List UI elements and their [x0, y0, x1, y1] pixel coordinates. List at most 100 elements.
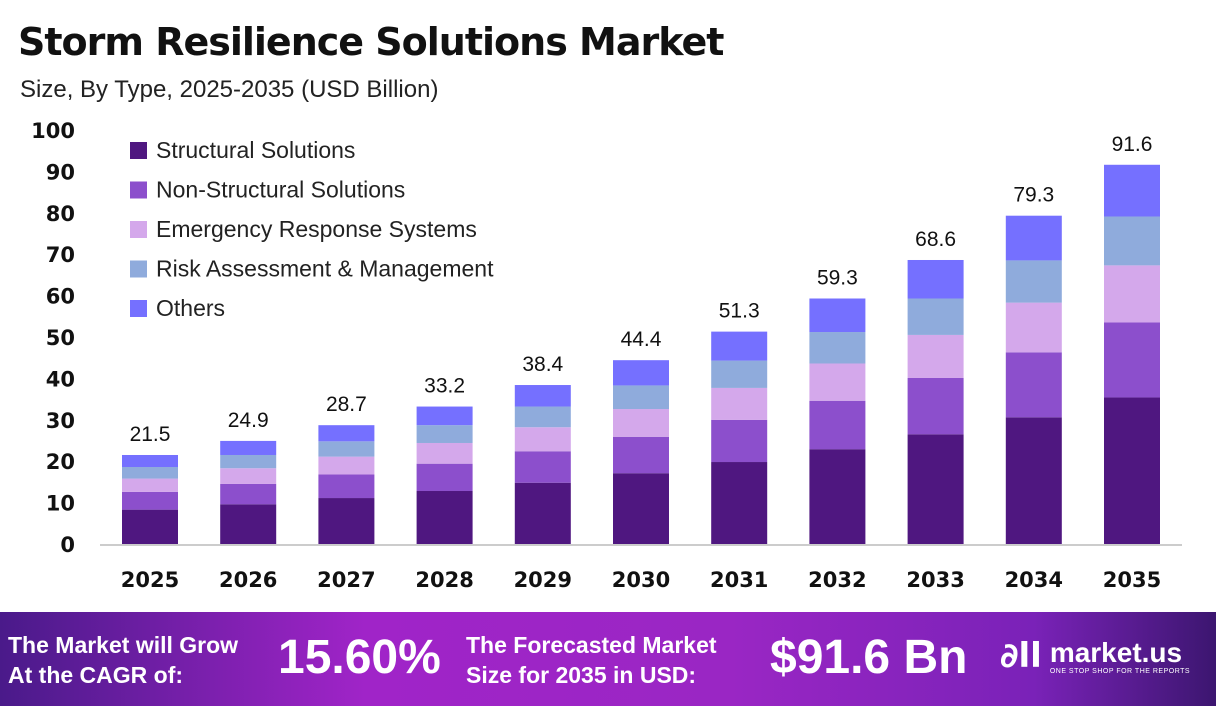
legend-label: Others [156, 295, 225, 321]
total-label: 38.4 [522, 353, 563, 376]
bar-segment [318, 456, 375, 475]
forecast-value: $91.6 Bn [770, 631, 968, 684]
bar-segment [514, 406, 571, 428]
bar-segment [613, 385, 669, 410]
bar-segment [122, 454, 178, 467]
bar-segment [907, 334, 964, 378]
bar-segment [220, 454, 277, 469]
legend-label: Risk Assessment & Management [156, 256, 494, 282]
bar-segment [809, 332, 866, 364]
bar-segment [613, 473, 669, 544]
total-label: 44.4 [621, 328, 662, 351]
y-tick-label: 90 [46, 160, 75, 184]
total-label: 21.5 [130, 423, 171, 446]
y-tick-label: 0 [60, 533, 75, 557]
total-label: 91.6 [1112, 133, 1153, 156]
bar-segment [514, 482, 571, 544]
bar-segment [122, 466, 178, 479]
bar-segment [809, 363, 866, 401]
bar-segment [711, 419, 768, 463]
bar-segment [907, 259, 964, 299]
chart-subtitle: Size, By Type, 2025-2035 (USD Billion) [20, 76, 439, 103]
footer-banner: The Market will Grow At the CAGR of: 15.6… [0, 612, 1216, 706]
bar-segment [809, 449, 866, 544]
forecast-label: The Forecasted Market Size for 2035 in US… [466, 630, 717, 690]
bar-segment [122, 478, 178, 492]
y-tick-label: 70 [46, 243, 75, 267]
y-tick-label: 20 [46, 450, 75, 474]
legend-label: Non-Structural Solutions [156, 177, 405, 203]
y-tick-label: 10 [46, 492, 75, 516]
y-tick-label: 50 [46, 326, 75, 350]
total-label: 28.7 [326, 393, 367, 416]
cagr-label-line1: The Market will Grow [8, 632, 239, 658]
brand-logo-icon: ∂ll [1000, 636, 1042, 676]
legend-swatch [130, 142, 147, 159]
bar-segment [318, 441, 375, 457]
legend-swatch [130, 181, 147, 199]
bar-segment [711, 360, 768, 388]
total-label: 33.2 [424, 375, 465, 398]
bar-segment [907, 377, 964, 435]
total-label: 51.3 [719, 300, 760, 323]
y-tick-label: 40 [46, 367, 75, 391]
bar-segment [220, 468, 277, 484]
bar-segment [809, 298, 866, 333]
y-tick-label: 60 [46, 285, 75, 309]
bar-segment [514, 385, 571, 407]
bar-segment [416, 406, 473, 426]
bar-segment [318, 425, 375, 442]
bar-segment [1104, 216, 1160, 266]
bar-segment [1005, 352, 1062, 418]
x-tick-label: 2028 [415, 568, 473, 592]
bar-segment [613, 436, 669, 474]
bar-segment [1005, 260, 1062, 303]
x-tick-label: 2031 [710, 568, 768, 592]
bar-segment [1104, 397, 1160, 544]
legend-swatch [130, 260, 147, 278]
stacked-bar-chart: 010203040506070809010021.5202524.9202628… [31, 119, 1182, 592]
forecast-label-line2: Size for 2035 in USD: [466, 662, 697, 688]
total-label: 79.3 [1013, 184, 1054, 207]
forecast-label-line1: The Forecasted Market [466, 632, 717, 658]
legend-label: Emergency Response Systems [156, 216, 477, 242]
total-label: 59.3 [817, 266, 858, 289]
y-tick-label: 80 [46, 202, 75, 226]
brand-tagline: ONE STOP SHOP FOR THE REPORTS [1049, 667, 1191, 675]
bar-segment [1005, 215, 1062, 261]
x-tick-label: 2033 [906, 568, 964, 592]
bar-segment [711, 331, 768, 361]
chart-title: Storm Resilience Solutions Market [18, 20, 724, 64]
cagr-label: The Market will Grow At the CAGR of: [8, 630, 238, 690]
x-tick-label: 2026 [219, 568, 277, 592]
bar-segment [318, 474, 375, 499]
bar-segment [514, 451, 571, 483]
bar-segment [416, 425, 473, 443]
total-label: 24.9 [228, 409, 269, 432]
bar-segment [907, 298, 964, 335]
bar-segment [1104, 322, 1160, 398]
bar-segment [318, 498, 375, 544]
cagr-value: 15.60% [278, 631, 441, 684]
bar-segment [416, 491, 473, 544]
bar-segment [416, 442, 473, 464]
bar-segment [122, 509, 178, 544]
bar-segment [613, 360, 669, 386]
bar-segment [613, 409, 669, 437]
bar-segment [416, 463, 473, 492]
bar-segment [220, 440, 277, 455]
legend-swatch [130, 221, 147, 238]
y-tick-label: 30 [46, 409, 75, 433]
x-tick-label: 2034 [1005, 568, 1063, 592]
bar-segment [122, 491, 178, 510]
bar-segment [1005, 417, 1062, 544]
bar-segment [1104, 265, 1160, 323]
legend-swatch [130, 300, 147, 317]
bar-segment [809, 400, 866, 450]
bar-segment [907, 434, 964, 544]
x-tick-label: 2035 [1103, 568, 1161, 592]
brand-name: market.us [1049, 636, 1183, 668]
x-tick-label: 2025 [121, 568, 179, 592]
total-label: 68.6 [915, 228, 956, 251]
bar-segment [711, 387, 768, 420]
